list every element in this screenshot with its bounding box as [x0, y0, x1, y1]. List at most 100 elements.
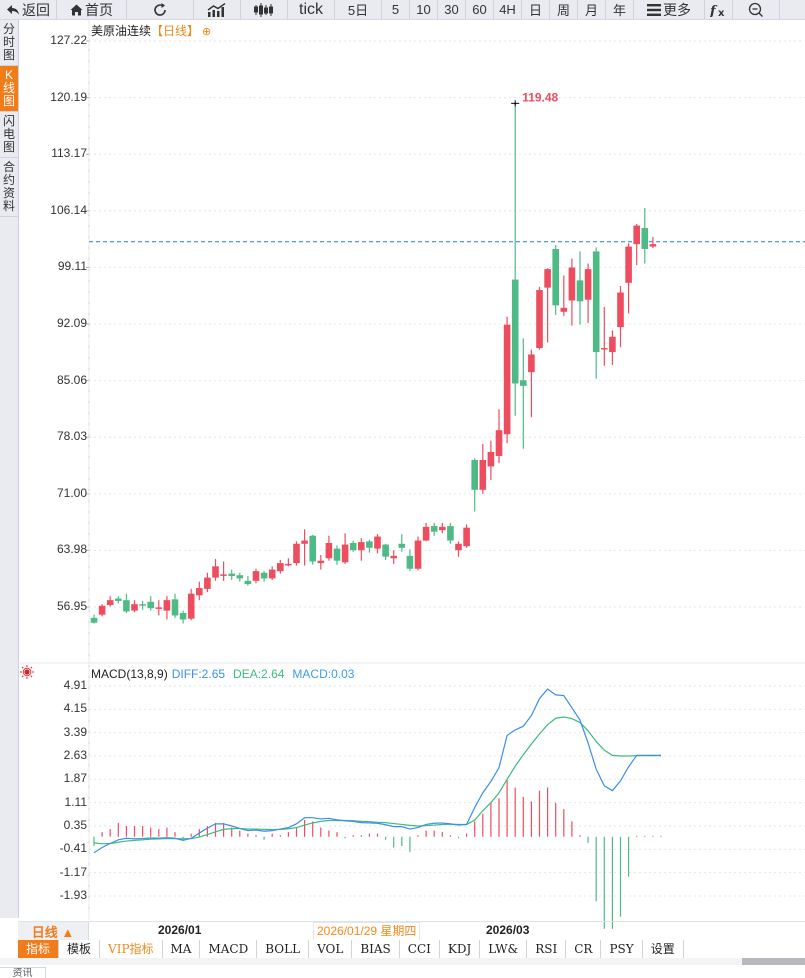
price-tick-label: 99.11 [57, 259, 87, 274]
toolbar-zoomout-button[interactable] [733, 0, 780, 19]
candle [220, 574, 227, 576]
tab-news[interactable]: 资讯 [0, 967, 46, 978]
indicator--button[interactable]: 设置 [642, 940, 684, 958]
candle [147, 601, 154, 609]
candle [268, 569, 276, 579]
toolbar-label: 周 [556, 3, 570, 18]
candle [552, 248, 559, 306]
toolbar-label: 年 [612, 3, 626, 18]
indicator-settings-icon[interactable] [20, 665, 34, 679]
toolbar-5d-button[interactable]: 5日 [335, 0, 382, 19]
indicator-macd-button[interactable]: MACD [200, 940, 258, 958]
toolbar-label: 10 [416, 2, 431, 17]
candle [293, 543, 300, 564]
toolbar-label: 返回 [22, 1, 50, 18]
toolbar-label: 5 [391, 2, 400, 17]
instrument-name: 美原油连续 [91, 24, 152, 38]
candle [131, 604, 138, 611]
candle [576, 280, 584, 302]
toolbar-label: 首页 [85, 1, 113, 18]
indicator-kdj-button[interactable]: KDJ [439, 940, 481, 958]
sidebar-item-0[interactable]: 分时图 [0, 20, 18, 66]
macd-legend: MACD(13,8,9) DIFF:2.65 DEA:2.64 MACD:0.03 [91, 667, 362, 681]
price-tick-label: 78.03 [56, 429, 87, 444]
indicator-rsi-button[interactable]: RSI [527, 940, 567, 958]
candle [171, 599, 179, 616]
sidebar-item-3[interactable]: 合约资料 [0, 158, 18, 217]
candle [139, 604, 146, 606]
toolbar-candle-button[interactable] [241, 0, 288, 19]
candle [277, 563, 284, 572]
indicator-bias-button[interactable]: BIAS [352, 940, 400, 958]
candle [317, 560, 325, 564]
chart-trend-icon [207, 2, 227, 17]
candle [163, 600, 171, 611]
toolbar-refresh-button[interactable] [127, 0, 194, 19]
toolbar-m10-button[interactable]: 10 [410, 0, 438, 19]
macd-tick-label: 1.87 [63, 771, 87, 786]
toolbar-back-button[interactable]: 返回 [0, 0, 57, 19]
indicator-lw-button[interactable]: LW& [480, 940, 528, 958]
sidebar-item-2[interactable]: 闪电图 [0, 112, 18, 158]
candle [106, 600, 114, 605]
indicator-vip-button[interactable]: VIP指标 [100, 940, 163, 958]
candle [341, 544, 349, 563]
indicator-ma-button[interactable]: MA [162, 940, 201, 958]
indicator-cr-button[interactable]: CR [566, 940, 602, 958]
candle [649, 244, 657, 247]
candle [366, 541, 373, 548]
candle [503, 324, 511, 435]
toolbar-tick-button[interactable]: tick [288, 0, 335, 19]
indicator-boll-button[interactable]: BOLL [257, 940, 310, 958]
toolbar-year-button[interactable]: 年 [606, 0, 634, 19]
indicator-cci-button[interactable]: CCI [399, 940, 440, 958]
back-arrow-icon [6, 4, 20, 16]
home-icon [70, 4, 83, 16]
macd-tick-label: 4.15 [63, 701, 87, 716]
candle [260, 572, 268, 579]
candle [592, 251, 600, 353]
horizontal-scrollbar[interactable] [0, 958, 805, 965]
candle [479, 460, 487, 490]
indicator-psy-button[interactable]: PSY [601, 940, 643, 958]
candle [633, 225, 640, 245]
candle [309, 535, 316, 562]
toolbar-m60-button[interactable]: 60 [466, 0, 494, 19]
indicator--button[interactable]: 模板 [59, 940, 101, 958]
toolbar-day-button[interactable]: 日 [522, 0, 550, 19]
candle [414, 540, 422, 569]
add-overlay-icon[interactable]: ⊕ [202, 26, 212, 38]
candle [204, 577, 211, 589]
toolbar-trend-button[interactable] [194, 0, 241, 19]
price-tick-label: 127.22 [50, 33, 87, 47]
svg-text:x: x [718, 8, 725, 17]
candlestick-icon [254, 2, 274, 17]
candle [520, 380, 527, 386]
candle [252, 571, 260, 581]
toolbar-label: 4H [499, 2, 516, 17]
toolbar-m5-button[interactable]: 5 [382, 0, 410, 19]
toolbar-m30-button[interactable]: 30 [438, 0, 466, 19]
toolbar-home-button[interactable]: 首页 [57, 0, 127, 19]
candle [390, 555, 397, 559]
toolbar-month-button[interactable]: 月 [578, 0, 606, 19]
scrollbar-thumb[interactable] [742, 958, 805, 965]
candle [609, 336, 616, 353]
toolbar-more-button[interactable]: 更多 [634, 0, 705, 19]
candle [179, 613, 187, 620]
indicator-bar: 指标 模板 VIP指标 MA MACD BOLL VOL BIAS CCI KDJ LW& RSI CR… [18, 940, 684, 959]
toolbar-h4-button[interactable]: 4H [494, 0, 522, 19]
period-selector[interactable]: 日线 ▲ [18, 922, 89, 940]
toolbar-week-button[interactable]: 周 [550, 0, 578, 19]
macd-tick-label: 3.39 [63, 724, 87, 739]
candle [358, 542, 365, 551]
diff-value: DIFF:2.65 [171, 667, 226, 681]
candle [447, 526, 454, 541]
indicator-vol-button[interactable]: VOL [309, 940, 353, 958]
price-tick-label: 92.09 [56, 315, 87, 330]
indicator--button[interactable]: 指标 [18, 940, 60, 958]
